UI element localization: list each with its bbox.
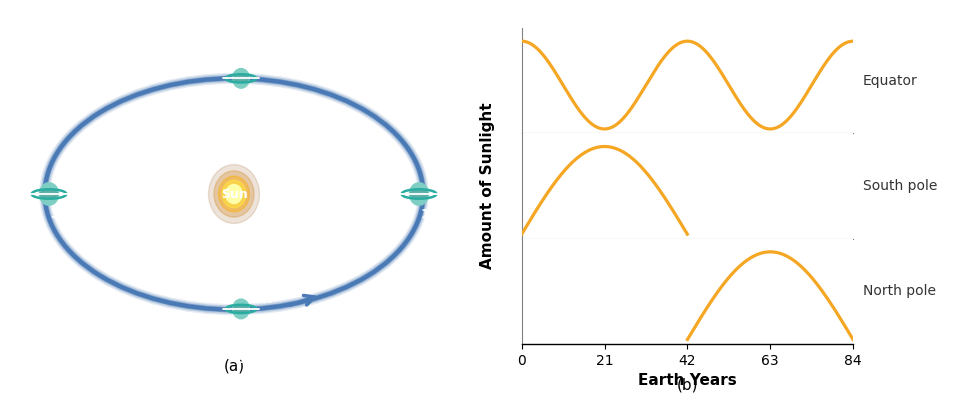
- Text: 1: 1: [420, 208, 429, 221]
- Text: S: S: [211, 64, 218, 74]
- Ellipse shape: [233, 299, 250, 319]
- Text: N: N: [74, 180, 83, 190]
- Ellipse shape: [226, 184, 242, 204]
- Text: S: S: [386, 180, 394, 190]
- Ellipse shape: [233, 68, 250, 88]
- Ellipse shape: [233, 76, 250, 81]
- Text: N: N: [263, 64, 273, 74]
- Text: 2: 2: [242, 90, 251, 104]
- Ellipse shape: [39, 191, 58, 197]
- Text: N: N: [444, 180, 453, 190]
- Ellipse shape: [209, 164, 259, 224]
- Text: Sun: Sun: [220, 188, 248, 200]
- Text: (a): (a): [223, 358, 245, 374]
- Ellipse shape: [410, 183, 429, 205]
- Text: S: S: [17, 180, 24, 190]
- Text: Amount of Sunlight: Amount of Sunlight: [480, 103, 495, 269]
- Ellipse shape: [222, 180, 246, 208]
- Text: N: N: [263, 295, 273, 305]
- Ellipse shape: [214, 171, 254, 217]
- Ellipse shape: [218, 176, 250, 212]
- Text: 1986: 1986: [444, 148, 479, 161]
- Text: Equator: Equator: [863, 74, 917, 88]
- Text: S: S: [211, 295, 218, 305]
- Text: 2049: 2049: [235, 353, 270, 366]
- Text: North pole: North pole: [863, 284, 936, 298]
- Ellipse shape: [39, 183, 58, 205]
- Text: 4: 4: [242, 321, 251, 334]
- Text: 2028: 2028: [0, 146, 21, 158]
- Ellipse shape: [233, 306, 250, 312]
- Ellipse shape: [410, 191, 429, 197]
- Text: 2007: 2007: [235, 23, 270, 36]
- Text: 3: 3: [51, 208, 58, 221]
- X-axis label: Earth Years: Earth Years: [638, 373, 737, 388]
- Text: South pole: South pole: [863, 179, 937, 193]
- Text: (b): (b): [677, 377, 698, 392]
